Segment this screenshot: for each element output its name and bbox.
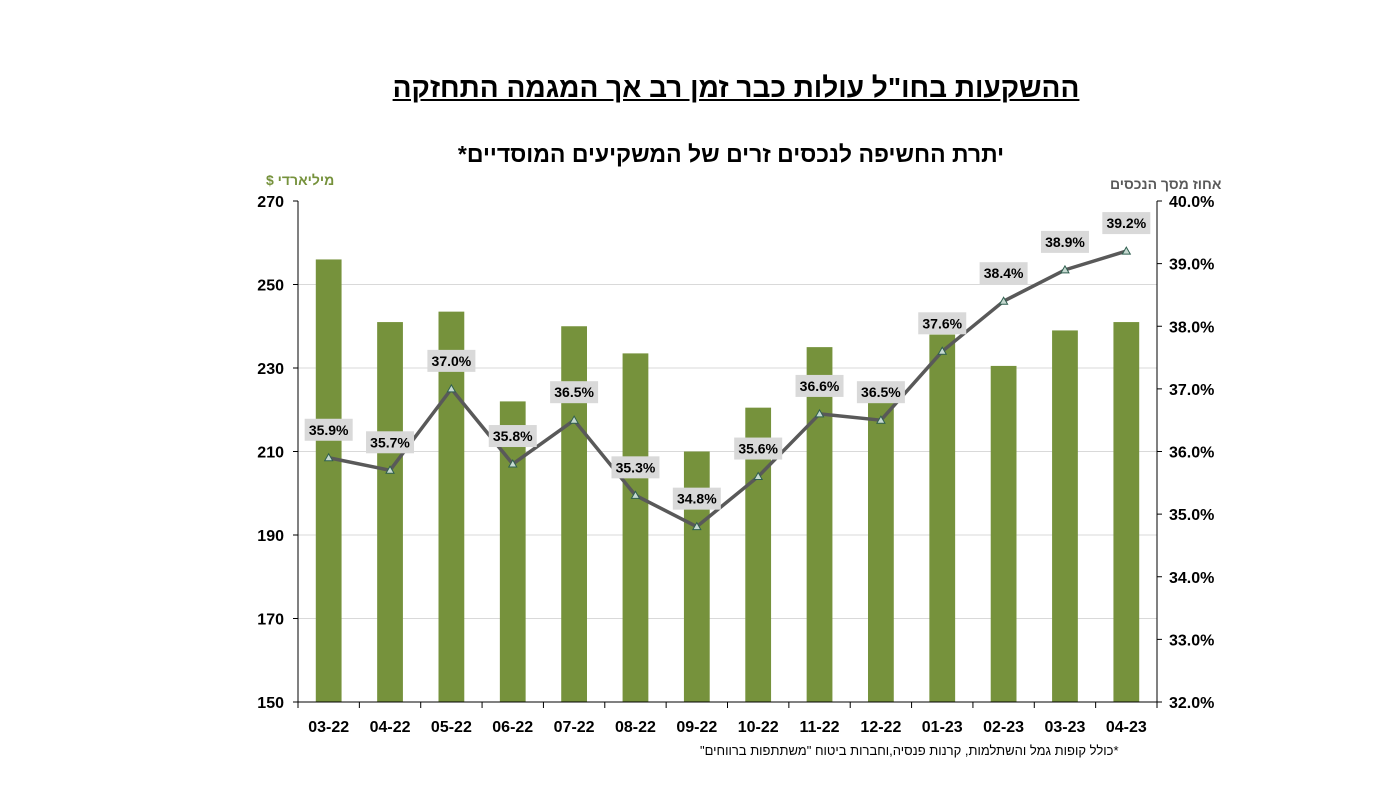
page-title: ההשקעות בחו"ל עולות כבר זמן רב אך המגמה …: [392, 72, 1080, 103]
x-tick-label: 08-22: [615, 719, 656, 736]
y-tick-label: 170: [257, 612, 284, 629]
y-tick-label: 190: [257, 528, 284, 545]
data-label: 35.9%: [309, 422, 349, 438]
data-label-box: [734, 437, 783, 460]
data-label: 35.3%: [616, 459, 656, 475]
left-axis-unit: מיליארדי $: [266, 172, 335, 188]
y-tick-label: 150: [257, 695, 284, 712]
y2-tick-label: 36.0%: [1169, 445, 1214, 462]
data-label-box: [304, 418, 353, 441]
chart-title: יתרת החשיפה לנכסים זרים של המשקיעים המוס…: [457, 141, 1005, 167]
y-tick-label: 250: [257, 278, 284, 295]
x-tick-label: 12-22: [860, 719, 901, 736]
gridlines: [298, 284, 1157, 619]
series-line: [328, 249, 1127, 529]
line-point: [691, 521, 702, 531]
data-label-box: [1102, 212, 1151, 235]
right-axis-unit: אחוז מסך הנכסים: [1110, 176, 1222, 192]
data-label: 34.8%: [677, 491, 717, 507]
axes: 150 170 190 210 230 250 270 32.0% 33.0% 34.0% 35.0…: [257, 194, 1214, 736]
data-label: 37.6%: [922, 315, 962, 331]
line-point: [1060, 264, 1070, 274]
bar: [868, 401, 894, 702]
x-tick-label: 03-22: [308, 719, 349, 736]
bar: [438, 311, 465, 702]
data-label: 37.0%: [432, 353, 472, 369]
line-point: [323, 452, 334, 462]
x-tick-label: 01-23: [922, 719, 963, 736]
line-point: [937, 346, 948, 355]
bar-series: [315, 259, 1140, 702]
data-label: 38.9%: [1045, 234, 1085, 250]
data-label: 38.4%: [984, 265, 1024, 281]
x-tick-label: 05-22: [431, 719, 472, 736]
y2-tick-label: 32.0%: [1169, 695, 1214, 712]
y-tick-label: 230: [257, 361, 284, 378]
y2-tick-label: 38.0%: [1169, 319, 1214, 336]
data-label-box: [550, 381, 599, 404]
data-label: 35.6%: [738, 441, 778, 457]
data-label-box: [856, 381, 905, 404]
bar: [315, 259, 342, 702]
line-point: [630, 490, 641, 499]
line-series: [323, 246, 1132, 531]
x-tick-label: 04-23: [1106, 719, 1147, 736]
line-point: [569, 415, 579, 424]
line-point: [385, 465, 395, 474]
data-label: 35.8%: [493, 428, 533, 444]
data-label-box: [979, 262, 1028, 285]
bar: [929, 334, 956, 702]
line-point: [446, 383, 457, 393]
x-tick-label: 09-22: [676, 719, 717, 736]
x-tick-label: 07-22: [554, 719, 595, 736]
data-label-box: [795, 374, 844, 397]
bar: [1052, 330, 1078, 702]
y2-tick-label: 34.0%: [1169, 570, 1214, 587]
line-point: [1121, 246, 1132, 255]
line-point: [814, 408, 825, 418]
y-tick-label: 270: [257, 194, 284, 211]
data-label: 36.5%: [861, 384, 901, 400]
y2-tick-label: 40.0%: [1169, 194, 1214, 211]
data-label-box: [918, 312, 967, 335]
data-labels: 35.9% 35.7% 37.0% 35.8% 36.5% 35.3% 34.8% 35.6%…: [304, 212, 1151, 510]
data-label: 36.5%: [554, 384, 594, 400]
data-label-box: [488, 425, 537, 448]
footnote: *כולל קופות גמל והשתלמות, קרנות פנסיה,וח…: [700, 743, 1119, 758]
line-point: [998, 296, 1009, 305]
y2-tick-label: 33.0%: [1169, 632, 1214, 649]
bar: [1113, 322, 1140, 702]
bar: [622, 353, 649, 702]
data-label: 35.7%: [370, 434, 410, 450]
y2-tick-label: 35.0%: [1169, 507, 1214, 524]
x-tick-label: 02-23: [983, 719, 1024, 736]
line-point: [876, 415, 886, 424]
x-tick-label: 11-22: [800, 719, 840, 736]
line-point: [507, 459, 518, 468]
y2-tick-label: 39.0%: [1169, 257, 1214, 274]
data-label: 39.2%: [1106, 215, 1146, 231]
data-label-box: [366, 431, 415, 454]
y-tick-label: 210: [257, 445, 284, 462]
data-label-box: [1040, 230, 1089, 253]
data-label-box: [672, 487, 721, 510]
bar: [377, 322, 403, 702]
bar: [806, 347, 833, 702]
data-label-box: [427, 349, 476, 372]
data-label-box: [611, 456, 660, 479]
x-tick-label: 06-22: [492, 719, 533, 736]
bar: [990, 365, 1017, 702]
y2-tick-label: 37.0%: [1169, 382, 1214, 399]
x-tick-label: 04-22: [370, 719, 411, 736]
data-label: 36.6%: [800, 378, 840, 394]
x-tick-label: 10-22: [738, 719, 779, 736]
line-point: [753, 471, 764, 481]
x-tick-label: 03-23: [1045, 719, 1086, 736]
